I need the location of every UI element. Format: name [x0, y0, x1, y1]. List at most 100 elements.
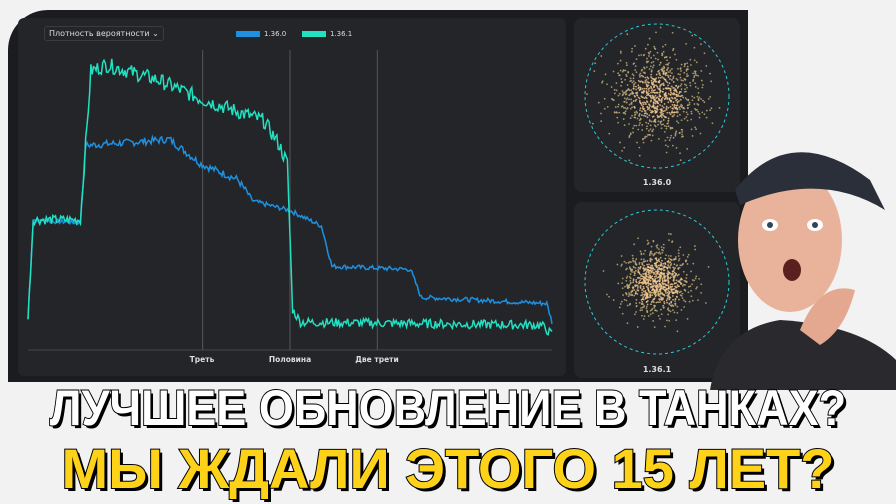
scatter-point	[667, 264, 669, 267]
scatter-point	[639, 72, 642, 75]
scatter-point	[668, 62, 670, 64]
scatter-point	[631, 114, 633, 117]
scatter-point	[657, 314, 660, 317]
scatter-point	[668, 257, 670, 260]
scatter-point	[684, 259, 687, 262]
scatter-point	[663, 286, 666, 289]
scatter-point	[669, 261, 672, 264]
scatter-point	[666, 297, 669, 300]
scatter-point	[644, 249, 647, 252]
legend-item-1361[interactable]: 1.36.1	[302, 30, 352, 38]
scatter-point	[658, 99, 660, 101]
scatter-point	[679, 84, 682, 87]
scatter-point	[622, 118, 625, 120]
scatter-point	[627, 71, 630, 74]
scatter-point	[668, 292, 671, 295]
chart-type-dropdown[interactable]: Плотность вероятности ⌄	[44, 26, 164, 41]
scatter-point	[682, 135, 684, 138]
scatter-point	[671, 270, 674, 273]
scatter-point	[642, 252, 645, 255]
scatter-point	[672, 75, 675, 78]
scatter-point	[635, 71, 638, 74]
scatter-point	[667, 92, 670, 95]
scatter-point	[657, 123, 659, 126]
scatter-point	[694, 82, 697, 85]
scatter-point	[654, 121, 657, 123]
scatter-point	[664, 289, 667, 291]
scatter-point	[709, 72, 711, 75]
scatter-point	[703, 113, 706, 116]
scatter-point	[683, 299, 685, 302]
scatter-point	[655, 245, 658, 247]
scatter-point	[650, 61, 653, 64]
scatter-point	[625, 98, 628, 101]
scatter-point	[690, 289, 692, 292]
scatter-point	[672, 266, 675, 269]
scatter-point	[636, 326, 639, 328]
scatter-point	[680, 119, 683, 122]
scatter-point	[643, 269, 645, 272]
scatter-point	[640, 74, 643, 77]
scatter-point	[644, 268, 647, 271]
scatter-point	[667, 76, 670, 78]
scatter-point	[646, 57, 648, 60]
scatter-point	[697, 91, 700, 94]
scatter-point	[682, 110, 685, 113]
scatter-point	[662, 73, 665, 76]
scatter-point	[693, 46, 696, 49]
scatter-point	[626, 283, 629, 286]
scatter-point	[666, 301, 668, 304]
scatter-point	[642, 273, 645, 275]
scatter-point	[626, 267, 628, 270]
scatter-point	[644, 293, 647, 296]
scatter-point	[679, 108, 681, 111]
scatter-point	[630, 50, 633, 53]
scatter-point	[669, 78, 671, 80]
scatter-point	[625, 64, 628, 67]
scatter-point	[636, 141, 638, 144]
scatter-point	[646, 239, 649, 242]
scatter-point	[637, 266, 640, 269]
scatter-point	[646, 61, 648, 64]
scatter-point	[654, 102, 657, 105]
scatter-point	[597, 101, 600, 104]
scatter-point	[661, 109, 663, 112]
scatter-point	[651, 278, 654, 281]
scatter-point	[628, 134, 631, 137]
scatter-point	[679, 67, 682, 70]
scatter-point	[658, 293, 661, 296]
scatter-point	[612, 299, 615, 301]
legend-item-1360[interactable]: 1.36.0	[236, 30, 286, 38]
scatter-point	[674, 132, 677, 134]
scatter-point	[656, 289, 658, 292]
scatter-point	[673, 268, 676, 271]
scatter-point	[649, 124, 652, 127]
scatter-point	[652, 267, 655, 270]
scatter-point	[671, 309, 674, 312]
scatter-point	[666, 97, 669, 99]
scatter-point	[684, 88, 686, 91]
scatter-point	[652, 271, 654, 274]
scatter-point	[641, 303, 644, 306]
scatter-point	[658, 268, 661, 270]
scatter-point	[643, 53, 646, 56]
scatter-point	[645, 79, 648, 81]
scatter-point	[711, 122, 714, 125]
scatter-point	[656, 91, 659, 94]
scatter-point	[694, 86, 697, 88]
scatter-point	[628, 284, 631, 287]
scatter-point	[670, 99, 673, 102]
scatter-point	[667, 117, 670, 120]
series-line-1.36.0	[27, 134, 553, 325]
scatter-point	[700, 43, 702, 45]
scatter-point	[650, 70, 653, 73]
scatter-point	[673, 86, 675, 89]
scatter-point	[648, 104, 651, 106]
scatter-point	[628, 293, 631, 296]
scatter-point	[673, 263, 676, 266]
scatter-point	[668, 265, 670, 268]
scatter-point	[640, 275, 643, 278]
scatter-point	[694, 126, 697, 129]
scatter-point	[655, 294, 658, 296]
scatter-point	[642, 285, 645, 288]
